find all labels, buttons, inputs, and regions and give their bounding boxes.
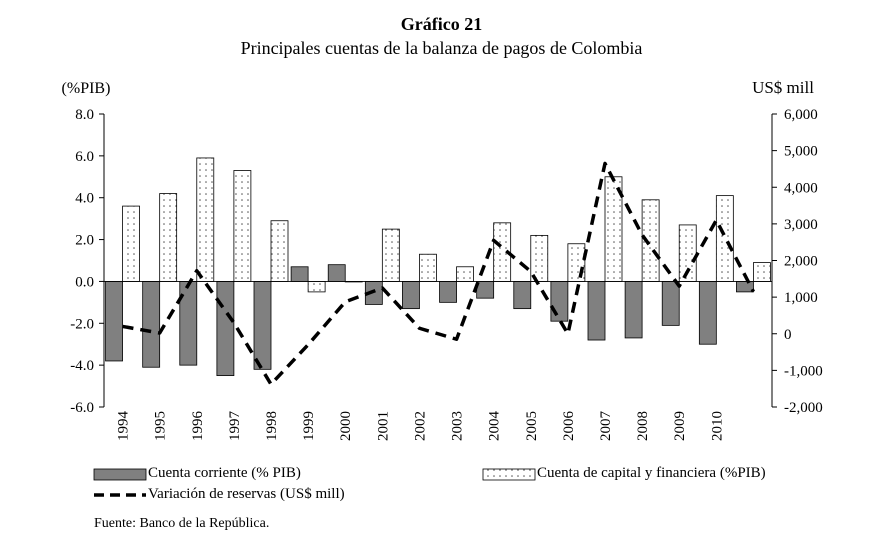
chart-subtitle: Principales cuentas de la balanza de pag… <box>240 38 643 58</box>
bar-cuenta-corriente <box>476 281 495 299</box>
legend-label-variacion-reservas: Variación de reservas (US$ mill) <box>148 486 345 502</box>
x-tick-label: 2006 <box>561 411 577 442</box>
x-tick-label: 2001 <box>375 411 391 441</box>
legend-label-cuenta-corriente: Cuenta corriente (% PIB) <box>148 465 301 481</box>
x-tick-label: 1999 <box>301 411 317 441</box>
legend-swatch-cuenta-corriente <box>93 468 147 481</box>
x-tick-label: 2002 <box>412 411 428 441</box>
x-tick-label: 2004 <box>487 410 503 441</box>
x-tick-label: 2008 <box>635 411 651 441</box>
y-left-tick-label: 0.0 <box>75 274 94 290</box>
bar-cuenta-capital <box>381 228 400 282</box>
source-note: Fuente: Banco de la República. <box>94 516 270 531</box>
x-tick-label: 1997 <box>227 411 243 442</box>
x-tick-label: 2007 <box>598 411 614 442</box>
y-right-tick-label: -2,000 <box>784 400 823 416</box>
bar-cuenta-corriente <box>142 281 161 368</box>
y-right-tick-label: 1,000 <box>784 290 818 306</box>
y-right-tick-label: 2,000 <box>784 254 818 270</box>
y-right-tick-label: 3,000 <box>784 217 818 233</box>
x-tick-label: 2010 <box>709 411 725 441</box>
bar-cuenta-corriente <box>253 281 272 370</box>
y-left-tick-label: 4.0 <box>75 191 94 207</box>
y-left-tick-label: -6.0 <box>70 400 94 416</box>
bar-cuenta-capital <box>530 234 549 282</box>
bar-cuenta-corriente <box>439 281 457 303</box>
bar-cuenta-corriente <box>624 281 643 339</box>
y-axis-left-label: (%PIB) <box>62 80 111 97</box>
bar-cuenta-capital <box>456 266 474 282</box>
bar-cuenta-corriente <box>661 281 680 326</box>
x-tick-label: 1995 <box>153 411 169 441</box>
y-left-tick-label: -4.0 <box>70 358 94 374</box>
x-tick-label: 2009 <box>672 411 688 441</box>
y-left-tick-label: 8.0 <box>75 107 94 123</box>
x-tick-label: 1998 <box>264 411 280 441</box>
bar-cuenta-capital <box>159 193 178 282</box>
bar-cuenta-capital <box>270 220 289 282</box>
bar-cuenta-capital <box>122 205 140 282</box>
x-tick-label: 2000 <box>338 411 354 441</box>
line-variacion-reservas <box>122 161 755 387</box>
bar-cuenta-corriente <box>290 266 309 282</box>
bar-cuenta-corriente <box>698 281 717 345</box>
x-tick-label: 2003 <box>450 411 466 441</box>
y-left-tick-label: -2.0 <box>70 316 94 332</box>
y-left-tick-label: 2.0 <box>75 233 94 249</box>
y-left-tick-label: 6.0 <box>75 149 94 165</box>
bar-cuenta-corriente <box>327 264 346 282</box>
bar-cuenta-capital <box>567 243 586 282</box>
chart-title: Gráfico 21 <box>400 14 483 34</box>
bar-cuenta-corriente <box>587 281 606 341</box>
y-right-tick-label: 4,000 <box>784 180 818 196</box>
y-axis-right-label: US$ mill <box>752 78 814 97</box>
x-tick-label: 2005 <box>524 411 540 441</box>
x-tick-label: 1994 <box>116 411 132 442</box>
bar-cuenta-corriente <box>216 281 235 377</box>
bar-cuenta-corriente <box>105 281 123 362</box>
bar-cuenta-corriente <box>513 281 532 310</box>
x-tick-label: 1996 <box>190 411 206 442</box>
bar-cuenta-capital <box>715 195 734 282</box>
bar-cuenta-capital <box>307 281 326 293</box>
bar-cuenta-capital <box>419 253 437 282</box>
y-right-tick-label: 0 <box>784 327 792 343</box>
bar-cuenta-corriente <box>402 281 420 310</box>
bar-cuenta-capital <box>196 157 215 282</box>
y-right-tick-label: -1,000 <box>784 363 823 379</box>
bar-cuenta-corriente <box>550 281 569 322</box>
legend-swatch-cuenta-capital <box>482 468 536 481</box>
bar-cuenta-capital <box>233 170 252 282</box>
bar-cuenta-capital <box>753 262 771 282</box>
y-right-tick-label: 6,000 <box>784 107 818 123</box>
legend-label-cuenta-capital: Cuenta de capital y financiera (%PIB) <box>537 465 766 481</box>
y-right-tick-label: 5,000 <box>784 144 818 160</box>
